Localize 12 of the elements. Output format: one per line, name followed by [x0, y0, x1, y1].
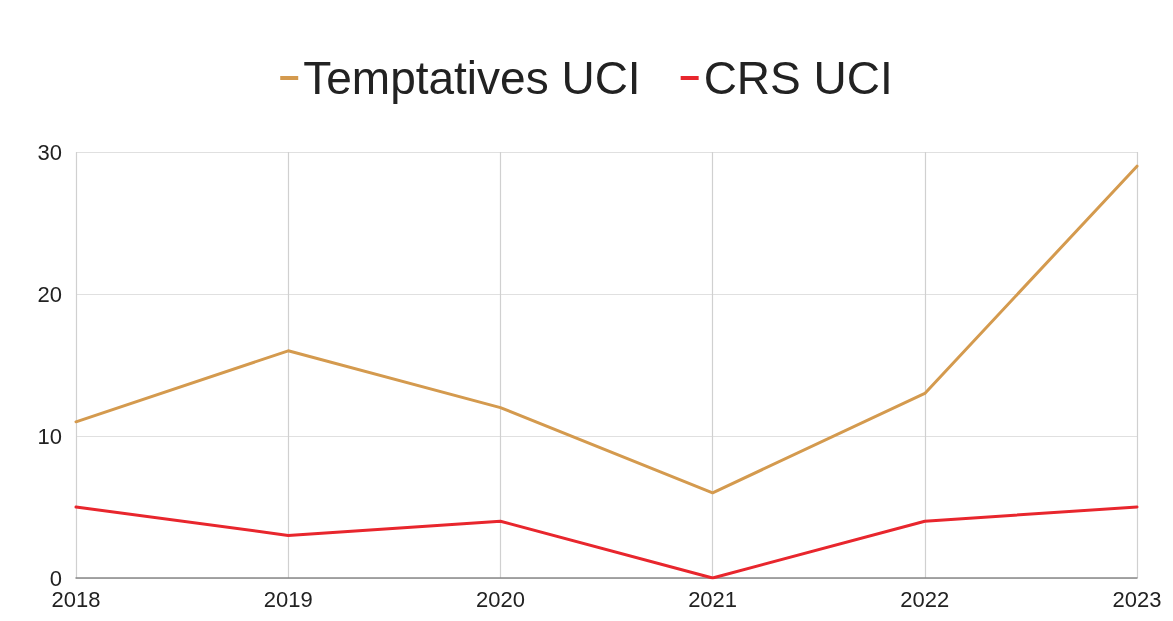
- y-tick-label: 20: [37, 281, 62, 307]
- line-series: [74, 164, 1139, 495]
- legend-label: Temptatives UCI: [303, 52, 641, 104]
- x-tick-label: 2020: [475, 586, 525, 612]
- legend-label: CRS UCI: [703, 52, 893, 104]
- x-tick-label: 2021: [688, 586, 738, 612]
- y-tick-label: 10: [37, 423, 62, 449]
- x-tick-label: 2023: [1112, 586, 1162, 612]
- line-series: [74, 505, 1139, 580]
- x-tick-label: 2022: [900, 586, 950, 612]
- y-tick-label: 30: [37, 139, 62, 165]
- x-tick-label: 2019: [263, 586, 313, 612]
